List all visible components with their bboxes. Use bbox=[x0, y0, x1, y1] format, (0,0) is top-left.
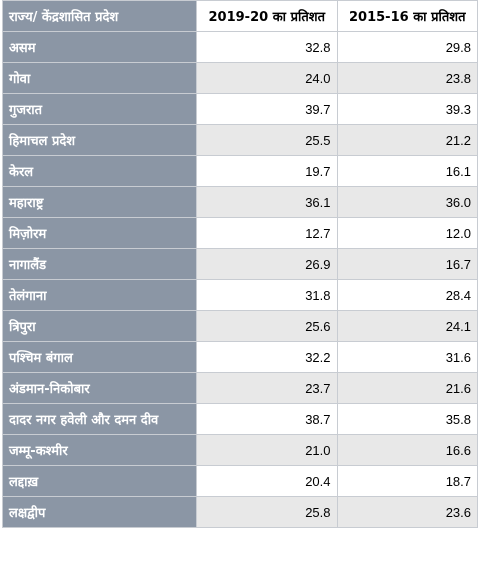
state-cell: गुजरात bbox=[2, 93, 197, 125]
table-row: गोवा 24.0 23.8 bbox=[2, 62, 478, 94]
state-cell: गोवा bbox=[2, 62, 197, 94]
value-2015-16: 39.3 bbox=[336, 93, 478, 125]
table-row: अंडमान-निकोबार 23.7 21.6 bbox=[2, 372, 478, 404]
state-cell: असम bbox=[2, 31, 197, 63]
value-2015-16: 28.4 bbox=[336, 279, 478, 311]
table-row: जम्मू-कश्मीर 21.0 16.6 bbox=[2, 434, 478, 466]
value-2015-16: 23.8 bbox=[336, 62, 478, 94]
value-2015-16: 12.0 bbox=[336, 217, 478, 249]
value-2015-16: 21.6 bbox=[336, 372, 478, 404]
state-cell: हिमाचल प्रदेश bbox=[2, 124, 197, 156]
state-cell: तेलंगाना bbox=[2, 279, 197, 311]
state-cell: लक्षद्वीप bbox=[2, 496, 197, 528]
value-2019-20: 21.0 bbox=[196, 434, 338, 466]
value-2015-16: 23.6 bbox=[336, 496, 478, 528]
value-2019-20: 32.8 bbox=[196, 31, 338, 63]
value-2019-20: 26.9 bbox=[196, 248, 338, 280]
value-2019-20: 31.8 bbox=[196, 279, 338, 311]
table-row: पश्चिम बंगाल 32.2 31.6 bbox=[2, 341, 478, 373]
value-2015-16: 18.7 bbox=[336, 465, 478, 497]
value-2015-16: 16.1 bbox=[336, 155, 478, 187]
value-2019-20: 20.4 bbox=[196, 465, 338, 497]
state-cell: मिज़ोरम bbox=[2, 217, 197, 249]
table-row: केरल 19.7 16.1 bbox=[2, 155, 478, 187]
table-row: तेलंगाना 31.8 28.4 bbox=[2, 279, 478, 311]
state-cell: पश्चिम बंगाल bbox=[2, 341, 197, 373]
state-cell: केरल bbox=[2, 155, 197, 187]
state-cell: महाराष्ट्र bbox=[2, 186, 197, 218]
table-row: गुजरात 39.7 39.3 bbox=[2, 93, 478, 125]
table-row: महाराष्ट्र 36.1 36.0 bbox=[2, 186, 478, 218]
header-state: राज्य/ केंद्रशासित प्रदेश bbox=[2, 0, 197, 32]
state-cell: दादर नगर हवेली और दमन दीव bbox=[2, 403, 197, 435]
value-2019-20: 25.6 bbox=[196, 310, 338, 342]
value-2015-16: 24.1 bbox=[336, 310, 478, 342]
value-2015-16: 29.8 bbox=[336, 31, 478, 63]
table-row: नागालैंड 26.9 16.7 bbox=[2, 248, 478, 280]
state-cell: जम्मू-कश्मीर bbox=[2, 434, 197, 466]
value-2019-20: 32.2 bbox=[196, 341, 338, 373]
value-2019-20: 36.1 bbox=[196, 186, 338, 218]
table-row: लक्षद्वीप 25.8 23.6 bbox=[2, 496, 478, 528]
value-2019-20: 38.7 bbox=[196, 403, 338, 435]
header-2015-16: 2015-16 का प्रतिशत bbox=[336, 0, 478, 32]
value-2019-20: 24.0 bbox=[196, 62, 338, 94]
table-row: हिमाचल प्रदेश 25.5 21.2 bbox=[2, 124, 478, 156]
table-row: मिज़ोरम 12.7 12.0 bbox=[2, 217, 478, 249]
table-row: दादर नगर हवेली और दमन दीव 38.7 35.8 bbox=[2, 403, 478, 435]
value-2019-20: 19.7 bbox=[196, 155, 338, 187]
table-row: लद्दाख़ 20.4 18.7 bbox=[2, 465, 478, 497]
value-2015-16: 21.2 bbox=[336, 124, 478, 156]
header-2019-20: 2019-20 का प्रतिशत bbox=[196, 0, 338, 32]
value-2019-20: 23.7 bbox=[196, 372, 338, 404]
value-2015-16: 36.0 bbox=[336, 186, 478, 218]
table-row: त्रिपुरा 25.6 24.1 bbox=[2, 310, 478, 342]
value-2019-20: 39.7 bbox=[196, 93, 338, 125]
value-2019-20: 25.5 bbox=[196, 124, 338, 156]
data-table: राज्य/ केंद्रशासित प्रदेश 2019-20 का प्र… bbox=[2, 0, 478, 528]
table-row: असम 32.8 29.8 bbox=[2, 31, 478, 63]
value-2015-16: 16.6 bbox=[336, 434, 478, 466]
header-row: राज्य/ केंद्रशासित प्रदेश 2019-20 का प्र… bbox=[2, 0, 478, 32]
state-cell: नागालैंड bbox=[2, 248, 197, 280]
state-cell: अंडमान-निकोबार bbox=[2, 372, 197, 404]
value-2019-20: 25.8 bbox=[196, 496, 338, 528]
value-2015-16: 31.6 bbox=[336, 341, 478, 373]
value-2015-16: 16.7 bbox=[336, 248, 478, 280]
value-2015-16: 35.8 bbox=[336, 403, 478, 435]
state-cell: त्रिपुरा bbox=[2, 310, 197, 342]
value-2019-20: 12.7 bbox=[196, 217, 338, 249]
state-cell: लद्दाख़ bbox=[2, 465, 197, 497]
